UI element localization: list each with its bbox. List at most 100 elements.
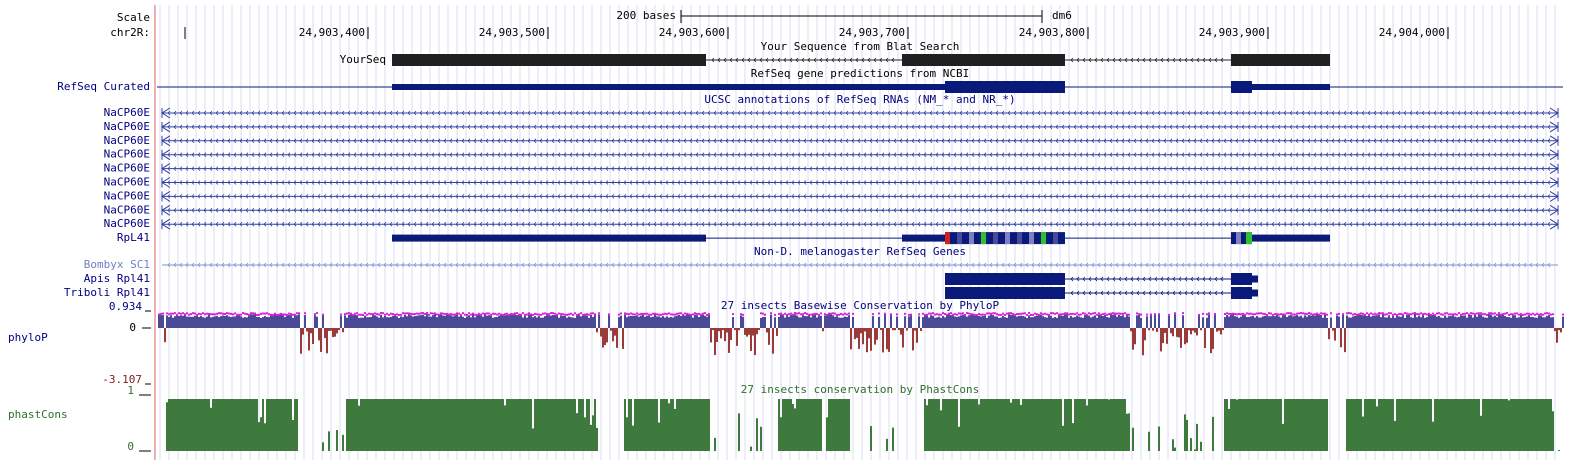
phylop-bar bbox=[1156, 328, 1158, 332]
phylop-bar bbox=[236, 314, 238, 328]
phylop-top bbox=[1442, 313, 1444, 316]
phylop-top bbox=[410, 312, 412, 315]
phylop-top bbox=[1276, 313, 1278, 316]
phylop-bar bbox=[1088, 315, 1090, 328]
phylop-top bbox=[1040, 312, 1042, 315]
phylop-bar bbox=[438, 314, 440, 328]
phylop-top bbox=[1422, 313, 1424, 316]
phylop-bar bbox=[668, 317, 670, 328]
phylop-bar bbox=[552, 314, 554, 328]
phylop-bar bbox=[466, 316, 468, 328]
phylop-top bbox=[1244, 313, 1246, 316]
phylop-bar bbox=[410, 315, 412, 328]
phylop-bar bbox=[642, 314, 644, 328]
phylop-bar bbox=[416, 315, 418, 328]
codon bbox=[945, 232, 950, 245]
phylop-bar bbox=[822, 328, 824, 332]
phylop-bar bbox=[516, 315, 518, 328]
phylop-top bbox=[700, 313, 702, 316]
phylop-top bbox=[464, 313, 466, 316]
phylop-top bbox=[574, 312, 576, 315]
phylop-top bbox=[344, 313, 346, 316]
phylop-top bbox=[1104, 312, 1106, 315]
phylop-top bbox=[1436, 312, 1438, 315]
phylop-bar bbox=[518, 314, 520, 328]
phylop-bar bbox=[490, 315, 492, 328]
codon bbox=[1053, 232, 1058, 245]
phylop-top bbox=[904, 312, 906, 315]
phylop-bar bbox=[870, 328, 872, 351]
phylop-top bbox=[1482, 313, 1484, 316]
phylop-bar bbox=[664, 317, 666, 328]
phylop-top bbox=[356, 312, 358, 315]
phylop-bar bbox=[1512, 315, 1514, 328]
assembly: dm6 bbox=[1052, 9, 1072, 22]
phylop-top bbox=[222, 312, 224, 315]
phylop-bar bbox=[808, 315, 810, 328]
phylop-bar bbox=[330, 328, 332, 331]
phylop-bar bbox=[1162, 328, 1164, 344]
phylop-bar bbox=[1536, 317, 1538, 328]
phylop-bar bbox=[1472, 317, 1474, 328]
phylop-bar bbox=[700, 314, 702, 328]
phylop-top bbox=[398, 313, 400, 316]
phylop-bar bbox=[346, 317, 348, 328]
phylop-top bbox=[680, 312, 682, 315]
phylop-bar bbox=[622, 328, 624, 349]
phylop-top bbox=[674, 313, 676, 316]
phylop-bar bbox=[1368, 315, 1370, 328]
phylop-bar bbox=[1524, 317, 1526, 328]
phylop-top bbox=[1024, 312, 1026, 315]
phylop-top bbox=[444, 313, 446, 316]
phylop-top bbox=[480, 313, 482, 316]
phylop-bar bbox=[452, 316, 454, 328]
phylop-top bbox=[1258, 312, 1260, 315]
phylop-bar bbox=[1270, 316, 1272, 328]
phylop-bar bbox=[920, 328, 922, 331]
track-item-label: NaCP60E bbox=[104, 217, 150, 230]
phylop-top bbox=[686, 312, 688, 315]
phylop-top bbox=[684, 312, 686, 315]
phylop-bar bbox=[604, 328, 606, 346]
phylop-bar bbox=[1516, 317, 1518, 328]
phylop-top bbox=[564, 313, 566, 316]
phylop-bar bbox=[1306, 316, 1308, 328]
phylop-top bbox=[1474, 313, 1476, 316]
phylop-bar bbox=[1356, 315, 1358, 328]
phylop-top bbox=[646, 312, 648, 315]
phylop-bar bbox=[1384, 317, 1386, 328]
phylop-top bbox=[1500, 313, 1502, 316]
phylop-top bbox=[1466, 312, 1468, 315]
phylop-bar bbox=[332, 328, 334, 338]
phylop-top bbox=[1082, 312, 1084, 315]
phylop-bar bbox=[810, 317, 812, 328]
phylop-bar bbox=[788, 316, 790, 328]
phylop-bar bbox=[386, 317, 388, 328]
phylop-top bbox=[400, 313, 402, 316]
track-label[interactable]: phastCons bbox=[8, 408, 68, 421]
phylop-top bbox=[406, 312, 408, 315]
phylop-bar bbox=[408, 314, 410, 328]
track-label[interactable]: phyloP bbox=[8, 331, 48, 344]
phylop-top bbox=[188, 313, 190, 316]
phylop-bar bbox=[1064, 314, 1066, 328]
phylop-top bbox=[1530, 313, 1532, 316]
phylop-top bbox=[1100, 313, 1102, 316]
track-label[interactable]: RefSeq Curated bbox=[57, 80, 150, 93]
phylop-top bbox=[184, 313, 186, 316]
phylop-top bbox=[588, 313, 590, 316]
phylop-bar bbox=[1308, 314, 1310, 328]
phylop-bar bbox=[306, 328, 308, 332]
phylop-top bbox=[1438, 312, 1440, 315]
phylop-bar bbox=[966, 316, 968, 328]
phylop-bar bbox=[986, 317, 988, 328]
exon bbox=[1231, 54, 1330, 66]
exon bbox=[1231, 287, 1252, 299]
phylop-bar bbox=[1486, 317, 1488, 328]
phylop-bar bbox=[268, 317, 270, 328]
phylop-top bbox=[1108, 313, 1110, 316]
phylop-bar bbox=[164, 328, 166, 343]
phylop-bar bbox=[1120, 315, 1122, 328]
axis-max: 0.934 bbox=[109, 300, 142, 313]
phylop-top bbox=[1312, 313, 1314, 316]
